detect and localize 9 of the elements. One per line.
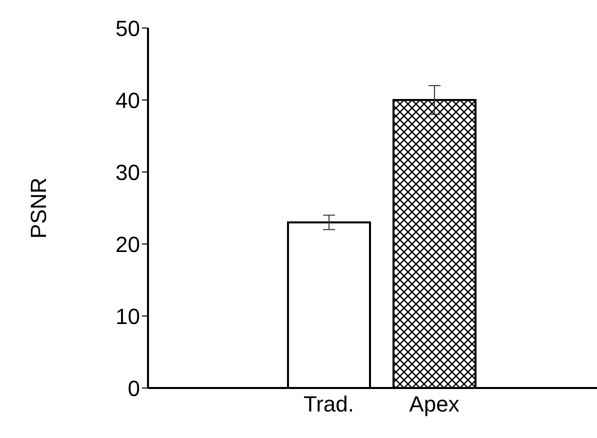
- x-tick-label: Trad.: [303, 392, 354, 417]
- x-tick-label: Apex: [409, 392, 460, 417]
- y-tick-label: 20: [116, 232, 140, 257]
- y-tick-label: 30: [116, 160, 140, 185]
- y-tick-label: 10: [116, 304, 140, 329]
- y-tick-label: 40: [116, 88, 140, 113]
- y-axis-title: PSNR: [26, 177, 51, 239]
- y-tick-label: 0: [128, 376, 140, 401]
- y-tick-label: 50: [116, 16, 140, 41]
